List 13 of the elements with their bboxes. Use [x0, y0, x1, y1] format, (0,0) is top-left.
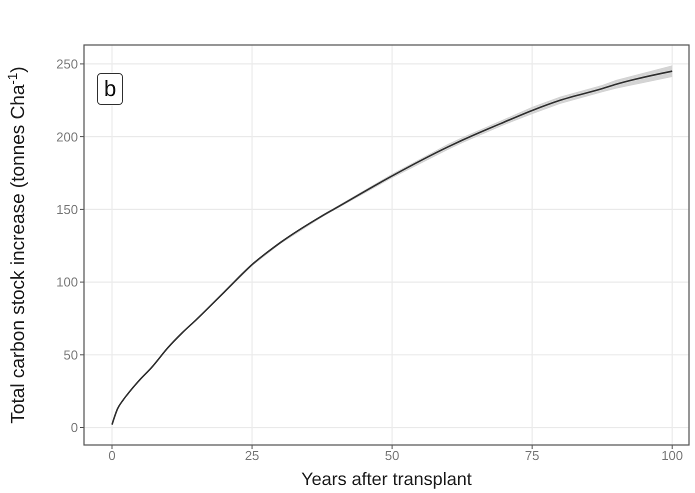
- x-tick-label: 50: [384, 448, 400, 464]
- x-tick-label: 75: [524, 448, 540, 464]
- annotation: b: [97, 73, 124, 105]
- y-tick-label: 200: [56, 129, 78, 144]
- y-tick-label: 150: [56, 202, 78, 217]
- y-tick-label: 50: [64, 347, 78, 362]
- x-tick-label: 100: [661, 448, 684, 464]
- x-axis-title: Years after transplant: [301, 469, 472, 489]
- x-tick-label: 25: [244, 448, 260, 464]
- y-tick-label: 0: [70, 420, 78, 436]
- x-tick-label: 0: [108, 448, 116, 464]
- y-tick-label: 100: [56, 274, 78, 290]
- y-tick-label: 250: [56, 56, 78, 72]
